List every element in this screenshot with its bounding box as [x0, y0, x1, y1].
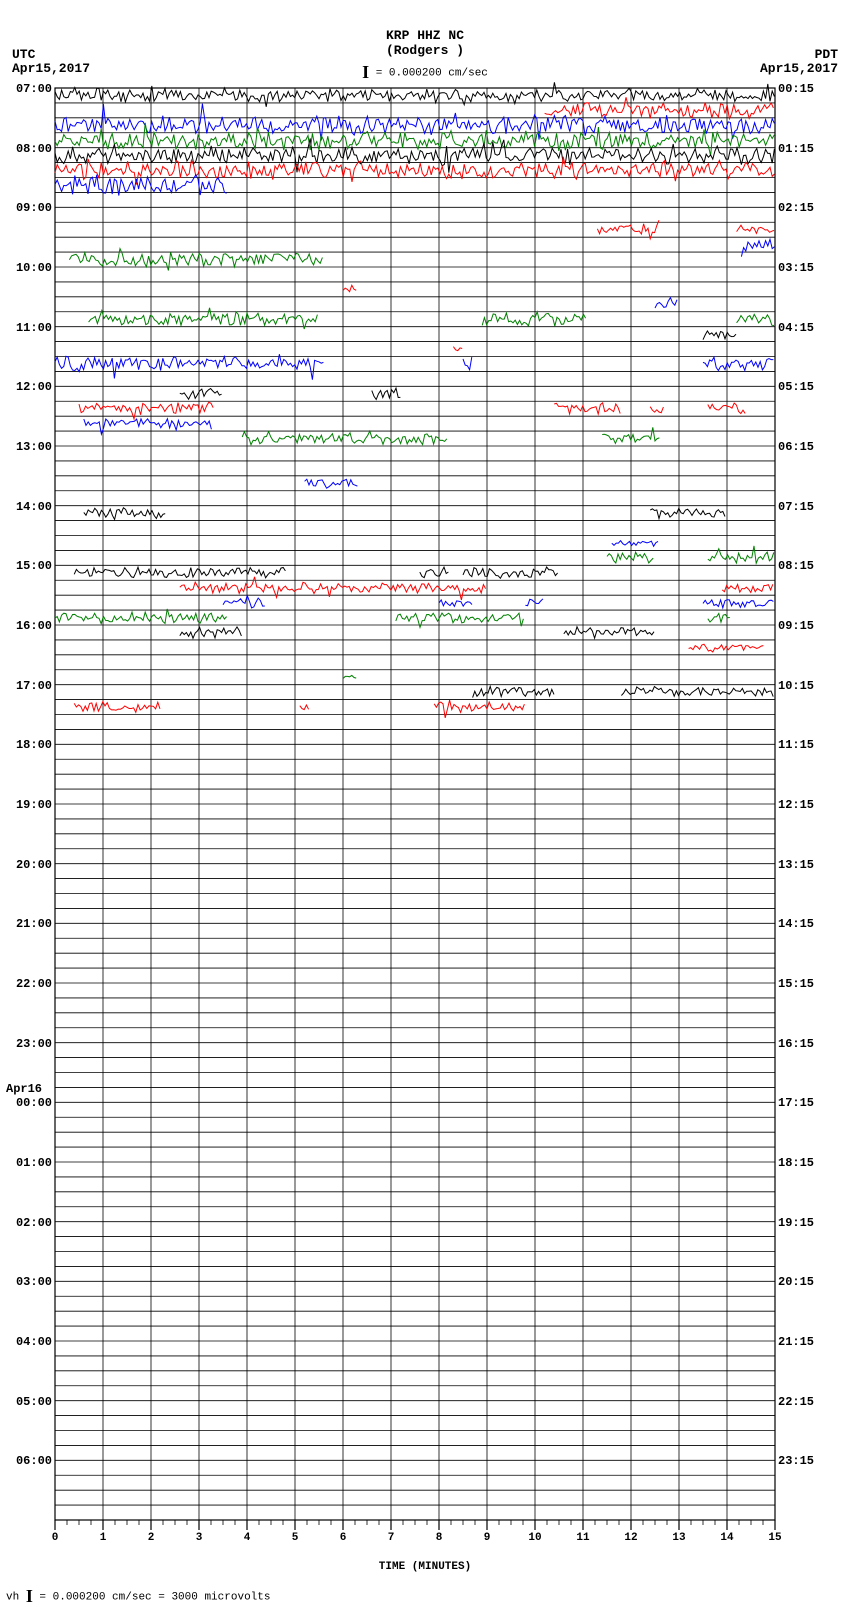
- x-tick-label: 12: [621, 1532, 641, 1544]
- right-hour-label: 16:15: [778, 1037, 838, 1051]
- left-hour-label: 13:00: [6, 440, 52, 454]
- right-hour-label: 05:15: [778, 380, 838, 394]
- left-hour-label: 07:00: [6, 82, 52, 96]
- left-hour-label: 10:00: [6, 261, 52, 275]
- left-hour-label: 15:00: [6, 559, 52, 573]
- left-hour-label: 12:00: [6, 380, 52, 394]
- x-tick-label: 1: [93, 1532, 113, 1544]
- left-hour-label: 04:00: [6, 1335, 52, 1349]
- right-hour-label: 23:15: [778, 1454, 838, 1468]
- right-hour-label: 03:15: [778, 261, 838, 275]
- left-hour-label: 01:00: [6, 1156, 52, 1170]
- left-hour-label: 09:00: [6, 201, 52, 215]
- right-hour-label: 12:15: [778, 798, 838, 812]
- footer-note: vh I = 0.000200 cm/sec = 3000 microvolts: [6, 1586, 270, 1607]
- right-hour-label: 06:15: [778, 440, 838, 454]
- left-hour-label: 11:00: [6, 321, 52, 335]
- right-hour-label: 21:15: [778, 1335, 838, 1349]
- right-hour-label: 04:15: [778, 321, 838, 335]
- left-hour-label: 14:00: [6, 500, 52, 514]
- x-tick-label: 13: [669, 1532, 689, 1544]
- left-hour-label: 23:00: [6, 1037, 52, 1051]
- right-hour-label: 18:15: [778, 1156, 838, 1170]
- left-hour-label: 00:00: [6, 1096, 52, 1110]
- x-tick-label: 5: [285, 1532, 305, 1544]
- seismogram-plot: [0, 0, 850, 1613]
- right-hour-label: 08:15: [778, 559, 838, 573]
- x-tick-label: 11: [573, 1532, 593, 1544]
- left-hour-label: 20:00: [6, 858, 52, 872]
- right-hour-label: 11:15: [778, 738, 838, 752]
- left-hour-label: 06:00: [6, 1454, 52, 1468]
- right-hour-label: 19:15: [778, 1216, 838, 1230]
- x-tick-label: 6: [333, 1532, 353, 1544]
- left-hour-label: 08:00: [6, 142, 52, 156]
- right-hour-label: 17:15: [778, 1096, 838, 1110]
- x-axis-title: TIME (MINUTES): [0, 1561, 850, 1573]
- x-tick-label: 7: [381, 1532, 401, 1544]
- left-hour-label: 03:00: [6, 1275, 52, 1289]
- right-hour-label: 01:15: [778, 142, 838, 156]
- right-hour-label: 02:15: [778, 201, 838, 215]
- left-hour-label: 21:00: [6, 917, 52, 931]
- left-hour-label: 05:00: [6, 1395, 52, 1409]
- right-hour-label: 10:15: [778, 679, 838, 693]
- right-hour-label: 14:15: [778, 917, 838, 931]
- footer-text: = 0.000200 cm/sec = 3000 microvolts: [33, 1591, 271, 1603]
- right-hour-label: 15:15: [778, 977, 838, 991]
- x-tick-label: 10: [525, 1532, 545, 1544]
- footer-bar-icon: I: [26, 1586, 33, 1606]
- left-hour-label: 16:00: [6, 619, 52, 633]
- x-tick-label: 0: [45, 1532, 65, 1544]
- right-hour-label: 13:15: [778, 858, 838, 872]
- right-hour-label: 20:15: [778, 1275, 838, 1289]
- left-hour-label: 17:00: [6, 679, 52, 693]
- left-hour-label: 22:00: [6, 977, 52, 991]
- seismogram-container: KRP HHZ NC (Rodgers ) I = 0.000200 cm/se…: [0, 0, 850, 1613]
- right-hour-label: 00:15: [778, 82, 838, 96]
- x-tick-label: 9: [477, 1532, 497, 1544]
- x-tick-label: 3: [189, 1532, 209, 1544]
- x-tick-label: 4: [237, 1532, 257, 1544]
- date-break-left: Apr16: [6, 1083, 56, 1096]
- x-tick-label: 2: [141, 1532, 161, 1544]
- footer-prefix: vh: [6, 1591, 19, 1603]
- left-hour-label: 19:00: [6, 798, 52, 812]
- x-tick-label: 14: [717, 1532, 737, 1544]
- x-tick-label: 8: [429, 1532, 449, 1544]
- right-hour-label: 07:15: [778, 500, 838, 514]
- right-hour-label: 09:15: [778, 619, 838, 633]
- right-hour-label: 22:15: [778, 1395, 838, 1409]
- left-hour-label: 18:00: [6, 738, 52, 752]
- x-tick-label: 15: [765, 1532, 785, 1544]
- left-hour-label: 02:00: [6, 1216, 52, 1230]
